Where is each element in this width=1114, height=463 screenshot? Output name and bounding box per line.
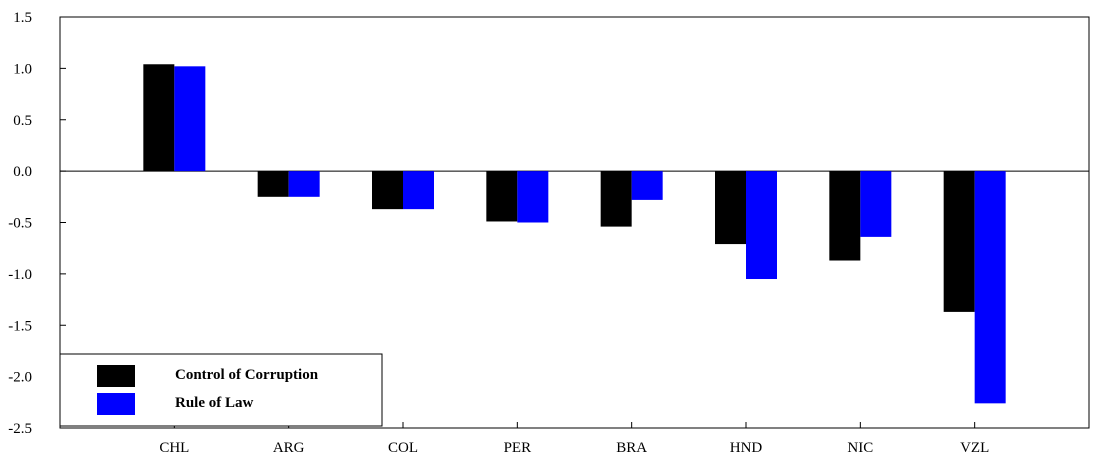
- y-tick-label: 0.0: [13, 164, 32, 180]
- bar-nic-rule-of-law: [860, 171, 892, 237]
- bar-bra-control-of-corruption: [600, 171, 632, 227]
- x-tick-label: VZL: [960, 440, 989, 456]
- bar-col-control-of-corruption: [372, 171, 403, 210]
- x-tick-label: BRA: [616, 440, 647, 456]
- bar-per-control-of-corruption: [486, 171, 518, 222]
- y-tick-label: -2.0: [8, 370, 32, 386]
- bars: [143, 64, 1006, 404]
- bar-hnd-control-of-corruption: [715, 171, 746, 245]
- bar-chl-rule-of-law: [174, 66, 206, 172]
- bar-bra-rule-of-law: [631, 171, 663, 200]
- bar-per-rule-of-law: [517, 171, 549, 223]
- bar-chl-control-of-corruption: [143, 64, 175, 172]
- x-tick-label: HND: [730, 440, 763, 456]
- y-tick-label: 1.0: [13, 61, 32, 77]
- y-tick-label: -1.5: [8, 318, 32, 334]
- y-tick-label: -1.0: [8, 267, 32, 283]
- legend-swatch-control-of-corruption: [97, 365, 135, 387]
- bar-arg-rule-of-law: [288, 171, 320, 197]
- x-tick-label: NIC: [847, 440, 873, 456]
- bar-vzl-control-of-corruption: [943, 171, 975, 312]
- x-tick-label: CHL: [159, 440, 189, 456]
- y-tick-label: 0.5: [13, 113, 32, 129]
- x-tick-label: COL: [388, 440, 418, 456]
- bar-col-rule-of-law: [403, 171, 434, 210]
- y-tick-label: -0.5: [8, 216, 32, 232]
- legend-box: [59, 353, 383, 427]
- y-tick-label: 1.5: [13, 10, 32, 26]
- x-tick-label: ARG: [273, 440, 305, 456]
- bar-nic-control-of-corruption: [829, 171, 861, 261]
- bar-arg-control-of-corruption: [257, 171, 289, 197]
- legend-label-control-of-corruption: Control of Corruption: [175, 367, 319, 383]
- legend-swatch-rule-of-law: [97, 393, 135, 415]
- legend-label-rule-of-law: Rule of Law: [175, 395, 254, 411]
- y-tick-label: -2.5: [8, 421, 32, 437]
- x-tick-label: PER: [504, 440, 532, 456]
- bar-vzl-rule-of-law: [974, 171, 1006, 404]
- bar-hnd-rule-of-law: [746, 171, 777, 280]
- legend: Control of Corruption Rule of Law: [59, 353, 383, 427]
- x-axis: CHL ARG COL PER BRA HND NIC VZL: [159, 422, 989, 456]
- y-axis: 1.5 1.0 0.5 0.0 -0.5 -1.0 -1.5 -2.0 -2.5: [8, 10, 66, 437]
